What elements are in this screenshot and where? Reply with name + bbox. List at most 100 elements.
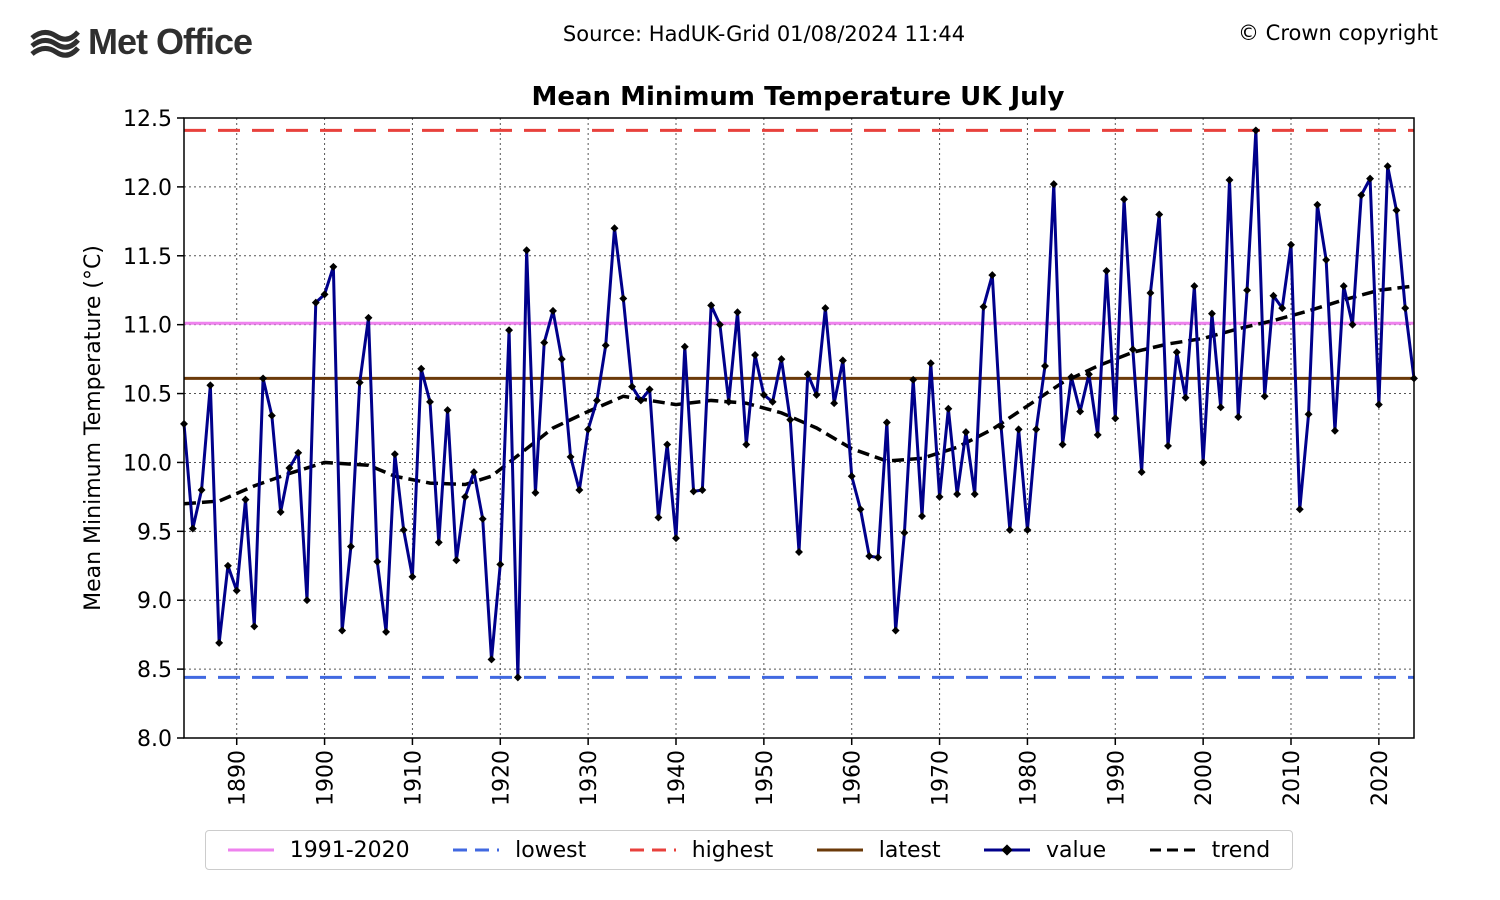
value-point	[1287, 240, 1295, 249]
value-point	[197, 486, 206, 494]
value-layer	[180, 126, 1418, 682]
value-point	[1146, 289, 1155, 297]
x-tick-label: 1900	[314, 750, 339, 806]
value-point	[496, 560, 505, 569]
value-point	[1251, 126, 1260, 135]
value-point	[926, 359, 935, 368]
value-point	[1216, 403, 1225, 412]
x-tick-label: 1960	[841, 750, 866, 806]
value-point	[1383, 162, 1392, 171]
legend-label-latest: latest	[878, 837, 941, 863]
legend-label-avg: 1991-2020	[289, 837, 410, 863]
value-point	[223, 561, 232, 570]
x-tick-label: 1970	[929, 750, 954, 806]
value-point	[724, 397, 733, 406]
value-point	[1014, 425, 1023, 434]
value-point	[742, 440, 751, 449]
y-tick-label: 10.0	[123, 451, 172, 476]
value-point	[1155, 210, 1164, 219]
value-point	[680, 342, 689, 351]
value-point	[320, 290, 329, 299]
value-point	[434, 538, 443, 547]
legend-item-highest: highest	[629, 837, 774, 863]
y-tick-label: 10.5	[123, 383, 172, 408]
value-point	[1339, 282, 1348, 291]
value-point	[961, 428, 970, 437]
value-point	[382, 627, 391, 636]
value-point	[865, 552, 874, 561]
value-point	[944, 404, 953, 413]
value-point	[452, 556, 461, 565]
value-point	[821, 304, 830, 313]
value-point	[1032, 425, 1041, 434]
value-point	[1234, 413, 1243, 421]
value-point	[1067, 373, 1076, 381]
value-point	[1058, 440, 1067, 449]
value-point	[1111, 414, 1120, 423]
value-point	[1322, 255, 1331, 264]
value-point	[663, 440, 672, 449]
legend-item-trend: trend	[1149, 837, 1271, 863]
x-tick-label: 1980	[1016, 750, 1041, 806]
chart-title: Mean Minimum Temperature UK July	[532, 82, 1065, 112]
value-point	[979, 302, 988, 311]
legend-item-lowest: lowest	[453, 838, 586, 863]
value-point	[672, 534, 680, 543]
legend-label-trend: trend	[1211, 837, 1271, 863]
value-point	[549, 306, 557, 315]
value-series-line	[182, 128, 1416, 679]
legend-avg-swatch	[227, 848, 274, 852]
value-point	[786, 415, 795, 424]
value-point	[1304, 410, 1313, 419]
value-point	[601, 341, 610, 350]
value-point	[1401, 304, 1410, 313]
value-point	[619, 294, 628, 303]
value-point	[610, 224, 619, 233]
value-point	[478, 514, 487, 523]
legend-highest-swatch	[629, 848, 676, 852]
value-point	[408, 572, 417, 581]
value-point	[1243, 286, 1252, 295]
value-point	[1225, 176, 1234, 184]
y-tick-label: 11.5	[123, 245, 172, 270]
legend-lowest-swatch	[453, 848, 500, 852]
wave-logo-icon	[30, 30, 80, 58]
value-point	[584, 425, 593, 434]
value-point	[777, 355, 786, 364]
value-point	[751, 351, 760, 359]
value-point	[426, 397, 434, 406]
value-point	[232, 586, 241, 595]
x-tick-label: 2020	[1368, 750, 1393, 806]
legend-item-value: value	[984, 838, 1106, 863]
value-point	[443, 406, 452, 415]
value-point	[390, 450, 399, 459]
value-point	[1102, 266, 1111, 275]
value-point	[1093, 430, 1102, 439]
value-point	[1041, 362, 1049, 370]
value-point	[522, 246, 531, 255]
y-tick-label: 12.0	[123, 176, 172, 201]
value-point	[303, 596, 311, 605]
value-point	[1023, 525, 1032, 534]
value-point	[311, 298, 320, 307]
value-point	[267, 411, 276, 420]
y-tick-label: 8.5	[137, 658, 172, 683]
value-point	[250, 622, 259, 631]
value-point	[900, 528, 909, 537]
value-point	[1172, 348, 1181, 357]
legend-item-avg: 1991-2020	[227, 837, 410, 863]
value-point	[329, 262, 338, 271]
y-tick-label: 8.0	[137, 727, 172, 752]
y-tick-label: 12.5	[123, 107, 172, 132]
value-point	[513, 673, 522, 682]
value-point	[645, 385, 654, 394]
value-point	[1049, 180, 1058, 189]
value-point	[1392, 206, 1401, 215]
value-point	[856, 505, 865, 514]
value-point	[417, 364, 426, 373]
value-point	[636, 396, 645, 405]
legend-label-highest: highest	[691, 837, 774, 863]
y-tick-label: 9.5	[137, 520, 172, 545]
value-point	[847, 472, 856, 481]
